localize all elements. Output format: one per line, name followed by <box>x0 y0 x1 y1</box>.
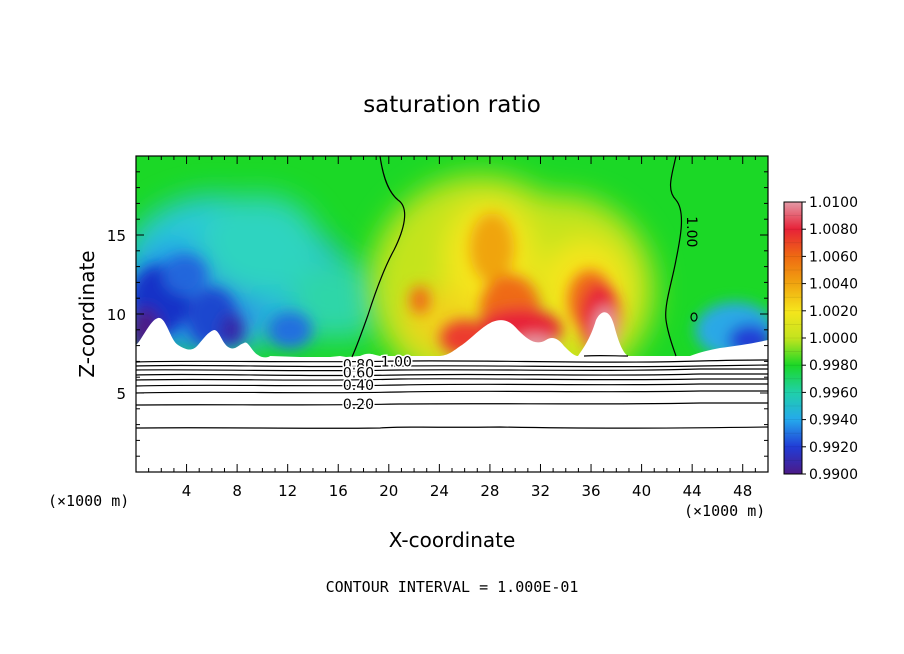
contour-label: 0.60 <box>343 365 374 381</box>
x-units-left: (×1000 m) <box>48 492 129 510</box>
x-tick-label: 4 <box>182 482 192 500</box>
colorbar-label: 0.9960 <box>809 385 858 401</box>
colorbar-label: 1.0080 <box>809 222 858 238</box>
x-axis-label: X-coordinate <box>389 528 516 552</box>
colorbar-scale <box>784 202 802 474</box>
contour-label: 1.00 <box>683 216 699 247</box>
x-tick-label: 48 <box>733 482 752 500</box>
x-tick-label: 44 <box>683 482 702 500</box>
y-tick-label: 10 <box>107 306 126 324</box>
colorbar-label: 0.9940 <box>809 413 858 429</box>
colorbar-label: 0.9920 <box>809 440 858 456</box>
contour-labels: 1.00 1.00 0.800.600.40 0.20 <box>341 216 699 414</box>
colorbar-label: 1.0020 <box>809 304 858 320</box>
y-tick-label: 15 <box>107 227 126 245</box>
x-tick-label: 12 <box>278 482 297 500</box>
contour-label: 1.00 <box>381 354 412 370</box>
colorbar-label: 1.0060 <box>809 249 858 265</box>
colorbar-label: 0.9900 <box>809 467 858 483</box>
colorbar-label: 1.0000 <box>809 331 858 347</box>
colorbar: 1.0100 1.0080 1.0060 1.0040 1.0020 1.0000 0.99… <box>783 195 858 483</box>
colorbar-label: 0.9980 <box>809 358 858 374</box>
x-tick-label: 32 <box>531 482 550 500</box>
contour-label-text: 1.00 <box>683 216 699 247</box>
contour-label: 0.80 <box>343 358 374 374</box>
y-axis: 5 10 15 <box>107 171 768 457</box>
colorbar-label: 1.0040 <box>809 277 858 293</box>
x-tick-label: 20 <box>379 482 398 500</box>
x-tick-label: 28 <box>480 482 499 500</box>
contour-lines <box>136 156 768 429</box>
heatmap-field <box>136 156 768 472</box>
colorbar-label: 1.0100 <box>809 195 858 211</box>
y-tick-label: 5 <box>116 385 126 403</box>
x-tick-label: 24 <box>430 482 449 500</box>
contour-label: 0.20 <box>343 397 374 413</box>
x-tick-label: 40 <box>632 482 651 500</box>
x-tick-label: 8 <box>232 482 242 500</box>
chart-title: saturation ratio <box>363 92 541 118</box>
x-axis: 4 8 12 16 20 24 28 32 36 40 44 48 <box>148 156 756 500</box>
x-tick-label: 36 <box>581 482 600 500</box>
contour-label: 0.40 <box>343 378 374 394</box>
contour-interval-note: CONTOUR INTERVAL = 1.000E-01 <box>326 578 579 596</box>
y-axis-label: Z-coordinate <box>75 250 99 377</box>
x-units-right: (×1000 m) <box>684 502 765 520</box>
x-tick-label: 16 <box>329 482 348 500</box>
